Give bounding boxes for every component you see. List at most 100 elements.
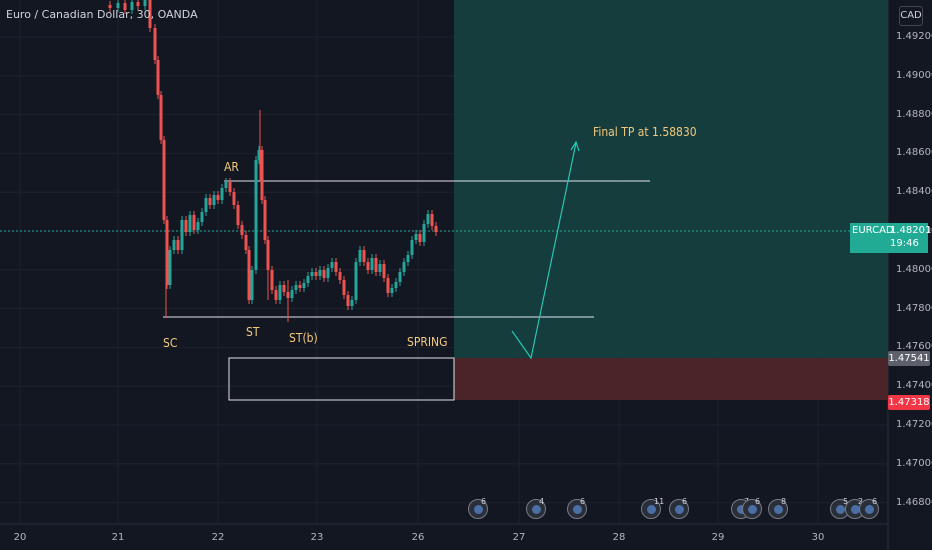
price-tick-label: 1.47600 xyxy=(896,341,932,353)
candle-body xyxy=(434,226,438,232)
event-count: 6 xyxy=(682,497,688,506)
flag-icon xyxy=(865,505,874,514)
candle-body xyxy=(406,255,410,262)
flag-icon xyxy=(573,505,582,514)
candle-body xyxy=(358,250,362,262)
event-count: 6 xyxy=(872,497,878,506)
time-tick-label: 28 xyxy=(612,532,626,543)
candle-body xyxy=(116,3,120,8)
candle-body xyxy=(247,250,251,300)
price-tick-label: 1.48400 xyxy=(896,186,932,198)
candle-body xyxy=(180,220,184,250)
candle-body xyxy=(398,272,402,282)
flag-icon xyxy=(851,505,860,514)
candle-body xyxy=(156,60,160,95)
candle-body xyxy=(338,272,342,280)
candle-body xyxy=(374,258,378,272)
candle-body xyxy=(346,295,350,306)
candle-body xyxy=(294,285,298,290)
price-tick-label: 1.47200 xyxy=(896,419,932,430)
candle-body xyxy=(322,270,326,278)
candle-body xyxy=(168,250,172,285)
candle-body xyxy=(302,283,306,288)
candle-body xyxy=(254,160,258,270)
projection-arrowhead xyxy=(570,140,580,152)
candle-body xyxy=(257,150,261,160)
candle-body xyxy=(250,270,254,300)
label-sc: SC xyxy=(163,336,178,350)
loss-zone xyxy=(454,358,888,400)
candle-body xyxy=(228,182,232,192)
economic-event-icon[interactable]: 8 xyxy=(768,497,788,519)
time-tick-label: 30 xyxy=(811,532,825,543)
candle-body xyxy=(236,205,240,225)
candle-body xyxy=(224,182,228,188)
candle-body xyxy=(330,262,334,268)
economic-event-icon[interactable]: 6 xyxy=(859,497,879,519)
price-tick-label: 1.48600 xyxy=(896,147,932,159)
demand-zone-box xyxy=(228,357,455,401)
time-tick-label: 23 xyxy=(310,532,324,543)
candle-body xyxy=(390,288,394,293)
time-tick-label: 29 xyxy=(711,532,725,543)
price-tick-label: 1.48000 xyxy=(896,263,932,275)
price-tick-label: 1.47800 xyxy=(896,302,932,314)
candle-body xyxy=(232,192,236,205)
candle-body xyxy=(402,262,406,272)
candle-body xyxy=(414,234,418,240)
event-count: 6 xyxy=(580,497,586,506)
symbol-label: EURCAD xyxy=(852,225,894,236)
candle-body xyxy=(148,0,152,28)
price-tick-label: 1.49000 xyxy=(896,69,932,81)
candle-body xyxy=(354,262,358,300)
candle-body xyxy=(130,2,134,10)
candle-body xyxy=(422,224,426,242)
label-spring: SPRING xyxy=(407,335,448,349)
projection-arrow xyxy=(511,142,577,360)
candle-body xyxy=(410,240,414,255)
candle-body xyxy=(270,270,274,290)
price-tick-label: 1.46800 xyxy=(896,496,932,508)
economic-event-icon[interactable]: 6 xyxy=(669,497,689,519)
flag-icon xyxy=(774,505,783,514)
candle-body xyxy=(188,215,192,232)
time-tick-label: 27 xyxy=(512,532,526,543)
flag-icon xyxy=(675,505,684,514)
candle-body xyxy=(370,258,374,270)
candle-body xyxy=(386,278,390,293)
candle-body xyxy=(208,198,212,205)
candle-body xyxy=(366,262,370,270)
currency-button[interactable]: CAD xyxy=(899,6,923,26)
countdown-label: 19:46 xyxy=(890,238,919,249)
candle-body xyxy=(176,240,180,250)
candle-body xyxy=(282,285,286,292)
profit-zone xyxy=(454,0,888,358)
candle-body xyxy=(326,268,330,278)
candle-body xyxy=(165,220,169,285)
economic-event-icon[interactable]: 6 xyxy=(567,497,587,519)
candle-body xyxy=(310,272,314,276)
price-label: 1.48201 xyxy=(890,225,932,236)
candle-body xyxy=(196,222,200,230)
symbol-title[interactable]: Euro / Canadian Dollar, 30, OANDA xyxy=(6,8,198,21)
candle-body xyxy=(426,214,430,224)
economic-event-icon[interactable]: 4 xyxy=(526,497,546,519)
flag-icon xyxy=(532,505,541,514)
candle-body xyxy=(200,212,204,222)
candle-body xyxy=(306,276,310,283)
candle-body xyxy=(362,250,366,262)
stop-price-tag: 1.47318 xyxy=(888,395,930,410)
candle-body xyxy=(159,95,163,140)
candle-body xyxy=(430,214,434,226)
candle-body xyxy=(123,3,127,10)
price-tick-label: 1.48800 xyxy=(896,108,932,120)
entry-price-tag: 1.47541 xyxy=(888,351,930,366)
economic-event-icon[interactable]: 11 xyxy=(641,497,664,519)
candle-body xyxy=(244,235,248,250)
economic-event-icon[interactable]: 6 xyxy=(468,497,488,519)
candle-body xyxy=(260,150,264,200)
price-tick-label: 1.49200 xyxy=(896,31,932,42)
economic-event-icon[interactable]: 6 xyxy=(742,497,762,519)
candle-body xyxy=(240,225,244,235)
